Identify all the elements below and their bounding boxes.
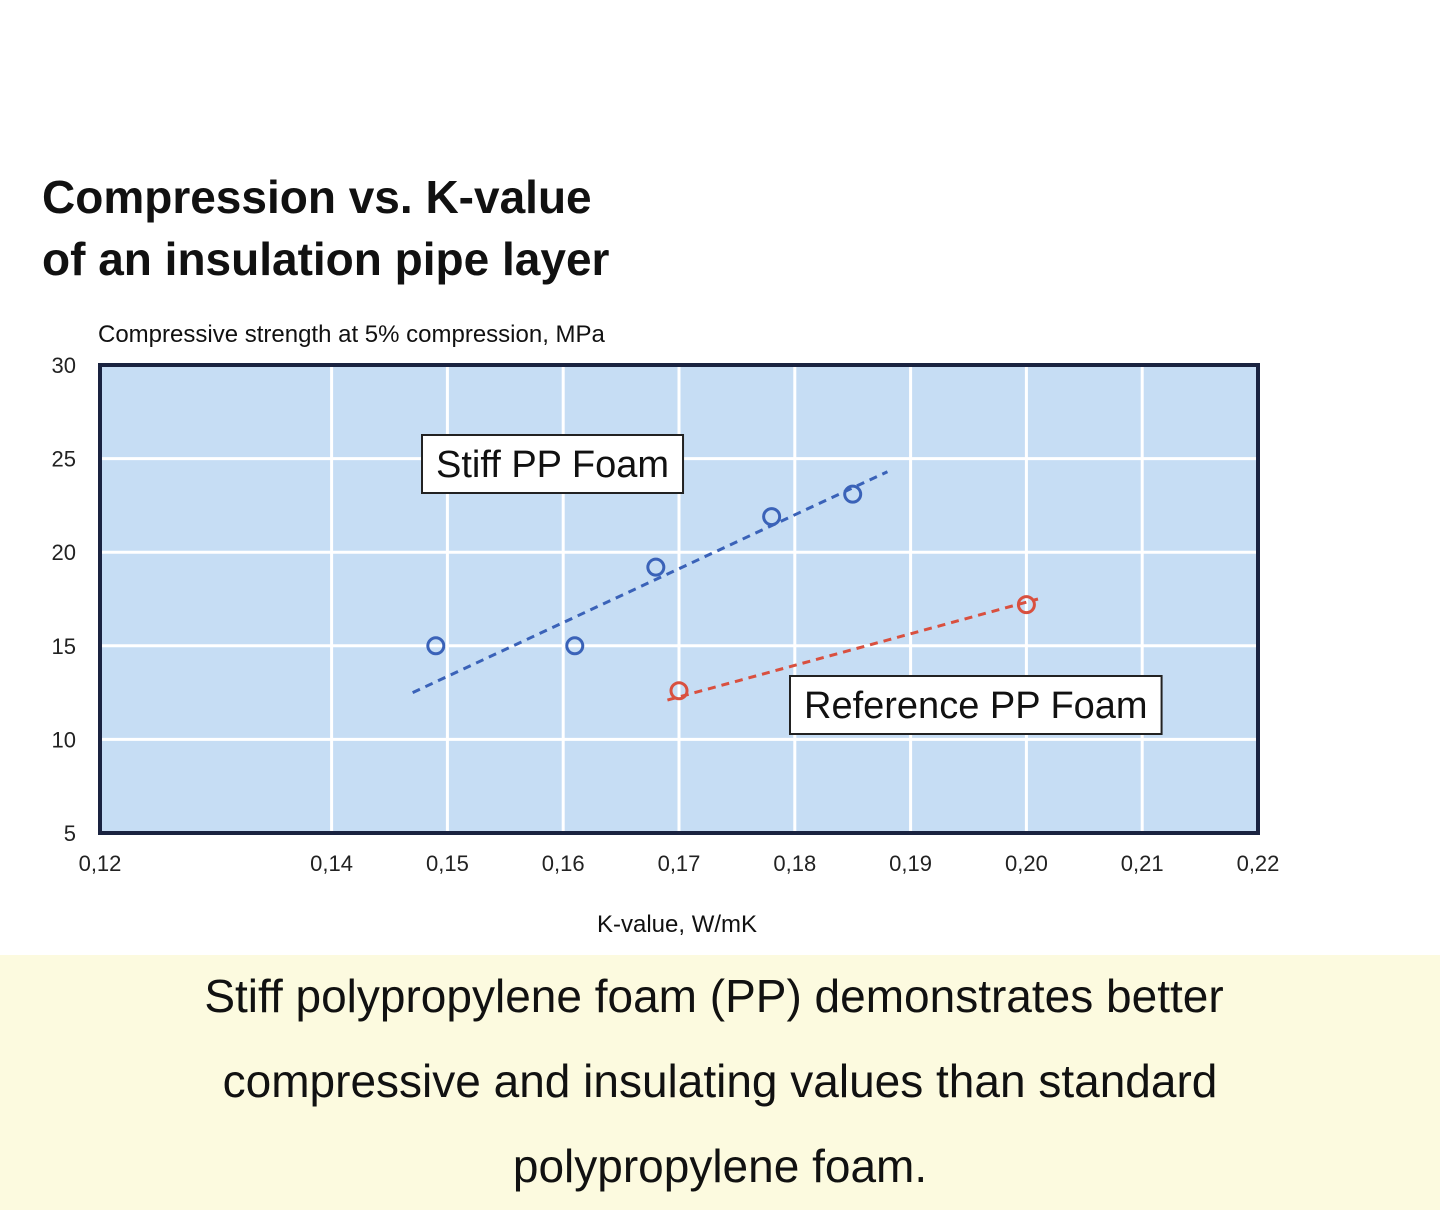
x-tick-label: 0,17 <box>658 851 701 876</box>
label-box <box>789 675 1163 735</box>
series-label: Reference PP Foam <box>789 675 1163 735</box>
series-name: Stiff PP Foam <box>436 444 669 486</box>
label-box <box>421 434 685 494</box>
data-point <box>565 636 585 656</box>
x-tick-label: 0,18 <box>773 851 816 876</box>
data-point <box>762 507 782 527</box>
x-tick-label: 0,20 <box>1005 851 1048 876</box>
trend-line <box>412 470 889 694</box>
plot-border <box>98 363 1260 835</box>
x-tick-label: 0,21 <box>1121 851 1164 876</box>
y-tick-label: 20 <box>52 540 76 565</box>
data-point <box>1016 595 1036 615</box>
x-tick-label: 0,15 <box>426 851 469 876</box>
x-axis-label: K-value, W/mK <box>597 911 757 938</box>
y-axis-label: Compressive strength at 5% compression, … <box>98 321 606 348</box>
y-tick-label: 30 <box>52 353 76 378</box>
chart-title: of an insulation pipe layer <box>42 233 610 285</box>
y-tick-label: 10 <box>52 727 76 752</box>
x-tick-label: 0,19 <box>889 851 932 876</box>
x-tick-label: 0,16 <box>542 851 585 876</box>
y-tick-label: 25 <box>52 447 76 472</box>
series-label: Stiff PP Foam <box>421 434 685 494</box>
x-tick-label: 0,14 <box>310 851 353 876</box>
caption: polypropylene foam. <box>513 1140 927 1192</box>
data-point <box>669 681 689 701</box>
data-point <box>646 557 666 577</box>
x-tick-label: 0,12 <box>79 851 122 876</box>
series-name: Reference PP Foam <box>804 685 1148 727</box>
chart-title: Compression vs. K-value <box>42 171 592 223</box>
data-point <box>843 484 863 504</box>
y-tick-label: 15 <box>52 634 76 659</box>
caption: Stiff polypropylene foam (PP) demonstrat… <box>204 970 1223 1022</box>
caption: compressive and insulating values than s… <box>223 1055 1218 1107</box>
y-tick-label: 5 <box>64 821 76 846</box>
x-tick-label: 0,22 <box>1237 851 1280 876</box>
caption-band <box>0 955 1440 1210</box>
data-point <box>426 636 446 656</box>
